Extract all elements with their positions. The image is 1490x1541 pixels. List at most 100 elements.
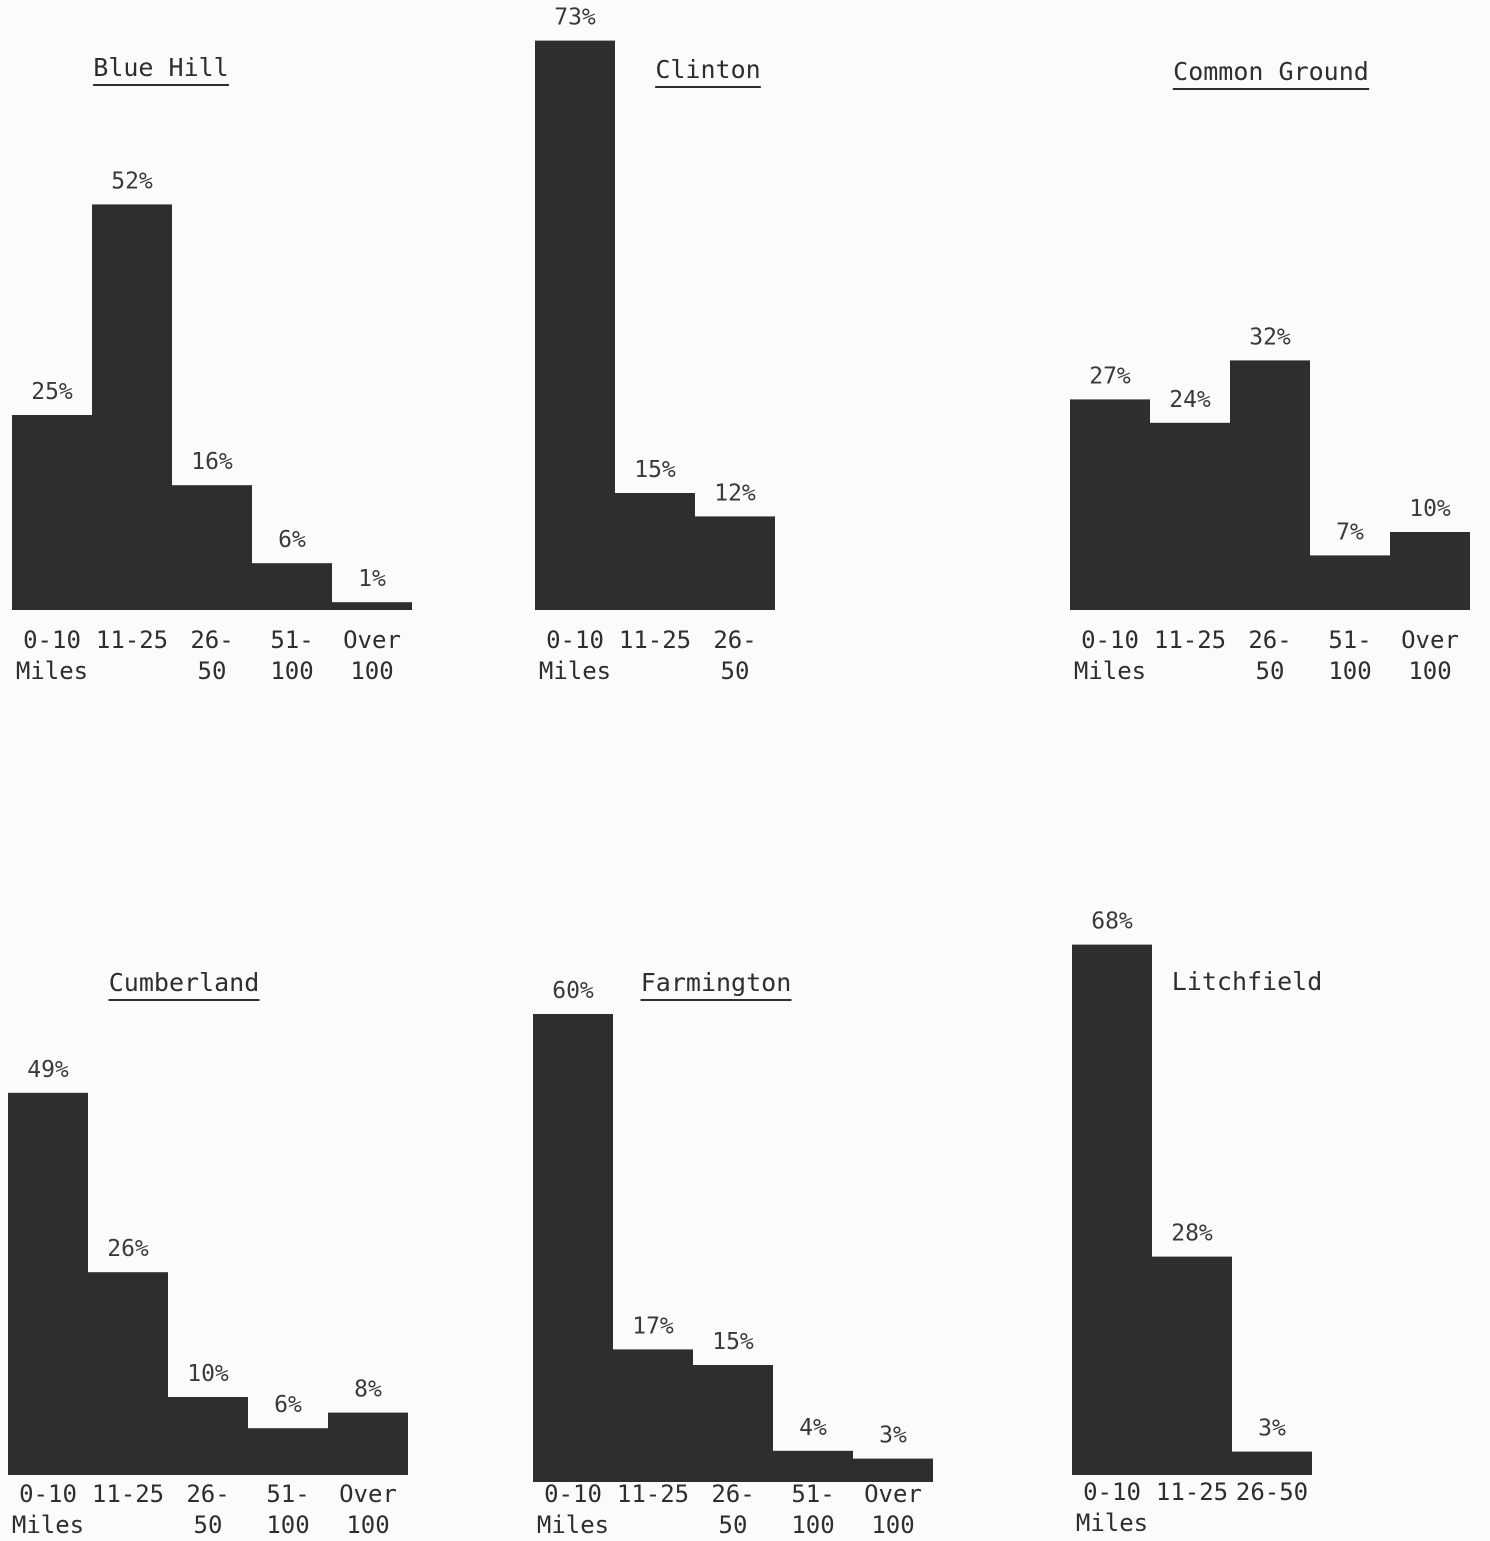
- bar-value-label: 27%: [1089, 363, 1131, 389]
- chart-panel: Clinton 73% 0-10 Miles 15% 11-25 12% 26- 50: [535, 5, 775, 685]
- x-tick-label: 100: [1408, 657, 1451, 685]
- bar: [248, 1428, 328, 1475]
- chart-panel: Blue Hill 25% 0-10 Miles 52% 11-25 16% 26- 50 6% 5…: [12, 53, 412, 685]
- x-tick-label: 11-25: [92, 1480, 164, 1508]
- bar-value-label: 10%: [187, 1361, 229, 1387]
- x-tick-label: 50: [194, 1511, 223, 1539]
- chart-panel: Common Ground 27% 0-10 Miles 24% 11-25 32% 26- 5…: [1070, 57, 1470, 685]
- bar-value-label: 12%: [714, 480, 756, 506]
- x-tick-label: Miles: [1074, 657, 1146, 685]
- x-tick-label: Over: [864, 1480, 922, 1508]
- bar: [695, 516, 775, 610]
- bar: [328, 1412, 408, 1475]
- bar-value-label: 16%: [191, 449, 233, 475]
- x-tick-label: Miles: [537, 1511, 609, 1539]
- bar: [172, 485, 252, 610]
- x-tick-label: 0-10: [23, 626, 81, 654]
- x-tick-label: 11-25: [1156, 1478, 1228, 1506]
- bar: [1310, 555, 1390, 610]
- x-tick-label: 26-50: [1236, 1478, 1308, 1506]
- bar: [1072, 944, 1152, 1475]
- bar: [8, 1092, 88, 1475]
- x-tick-label: 100: [871, 1511, 914, 1539]
- chart-panel: Farmington 60% 0-10 Miles 17% 11-25 15% 26- 50 4%…: [533, 968, 933, 1539]
- bar: [1152, 1256, 1232, 1475]
- bar-value-label: 17%: [632, 1313, 674, 1339]
- x-tick-label: 0-10: [19, 1480, 77, 1508]
- bar-value-label: 3%: [1258, 1416, 1286, 1442]
- bar: [613, 1349, 693, 1482]
- x-tick-label: 100: [350, 657, 393, 685]
- bar-value-label: 73%: [554, 5, 596, 31]
- x-tick-label: 11-25: [619, 626, 691, 654]
- bar: [1390, 532, 1470, 610]
- chart-title: Clinton: [655, 55, 760, 84]
- x-tick-label: 26-: [713, 626, 756, 654]
- x-tick-label: 100: [1328, 657, 1371, 685]
- bar-value-label: 10%: [1409, 496, 1451, 522]
- bar-value-label: 7%: [1336, 519, 1364, 545]
- x-tick-label: 50: [719, 1511, 748, 1539]
- bar-value-label: 4%: [799, 1415, 827, 1441]
- bar-value-label: 68%: [1091, 909, 1133, 935]
- bar-value-label: 3%: [879, 1423, 907, 1449]
- chart-title: Farmington: [641, 968, 792, 997]
- bar-value-label: 60%: [552, 978, 594, 1004]
- x-tick-label: Miles: [16, 657, 88, 685]
- bar-value-label: 15%: [712, 1329, 754, 1355]
- bar: [1150, 422, 1230, 610]
- bar: [88, 1272, 168, 1475]
- chart-panel: Cumberland 49% 0-10 Miles 26% 11-25 10% 26- 50 6%…: [8, 968, 408, 1539]
- chart-title: Litchfield: [1172, 967, 1323, 996]
- chart-panel: Litchfield 68% 0-10 Miles 28% 11-25 3% 26-50: [1072, 909, 1322, 1537]
- x-tick-label: 11-25: [96, 626, 168, 654]
- bar-value-label: 15%: [634, 457, 676, 483]
- bar-value-label: 52%: [111, 168, 153, 194]
- x-tick-label: Miles: [539, 657, 611, 685]
- bar: [693, 1365, 773, 1482]
- x-tick-label: 51-: [270, 626, 313, 654]
- x-tick-label: 26-: [711, 1480, 754, 1508]
- x-tick-label: 0-10: [1081, 626, 1139, 654]
- x-tick-label: 0-10: [1083, 1478, 1141, 1506]
- bar: [615, 493, 695, 610]
- bar-value-label: 25%: [31, 379, 73, 405]
- bar: [1070, 399, 1150, 610]
- x-tick-label: 100: [270, 657, 313, 685]
- chart-title: Cumberland: [109, 968, 260, 997]
- bar-value-label: 49%: [27, 1057, 69, 1083]
- x-tick-label: 50: [198, 657, 227, 685]
- x-tick-label: 26-: [190, 626, 233, 654]
- bar: [92, 204, 172, 610]
- x-tick-label: 51-: [1328, 626, 1371, 654]
- bar: [535, 40, 615, 611]
- bar: [533, 1014, 613, 1482]
- x-tick-label: Over: [339, 1480, 397, 1508]
- bar-value-label: 1%: [358, 566, 386, 592]
- bar-value-label: 32%: [1249, 324, 1291, 350]
- chart-title: Common Ground: [1173, 57, 1369, 86]
- bar-value-label: 24%: [1169, 387, 1211, 413]
- bar: [332, 602, 412, 610]
- x-tick-label: 0-10: [546, 626, 604, 654]
- x-tick-label: 11-25: [1154, 626, 1226, 654]
- bar: [853, 1458, 933, 1482]
- x-tick-label: Miles: [12, 1511, 84, 1539]
- x-tick-label: 0-10: [544, 1480, 602, 1508]
- x-tick-label: 50: [1256, 657, 1285, 685]
- bar: [12, 415, 92, 610]
- bar: [252, 563, 332, 610]
- x-tick-label: Over: [1401, 626, 1459, 654]
- x-tick-label: 26-: [186, 1480, 229, 1508]
- bar-value-label: 26%: [107, 1236, 149, 1262]
- x-tick-label: Miles: [1076, 1509, 1148, 1537]
- chart-title: Blue Hill: [93, 53, 228, 82]
- x-tick-label: 51-: [791, 1480, 834, 1508]
- bar-value-label: 6%: [278, 527, 306, 553]
- x-tick-label: Over: [343, 626, 401, 654]
- bar: [1230, 360, 1310, 610]
- x-tick-label: 51-: [266, 1480, 309, 1508]
- bar: [168, 1397, 248, 1475]
